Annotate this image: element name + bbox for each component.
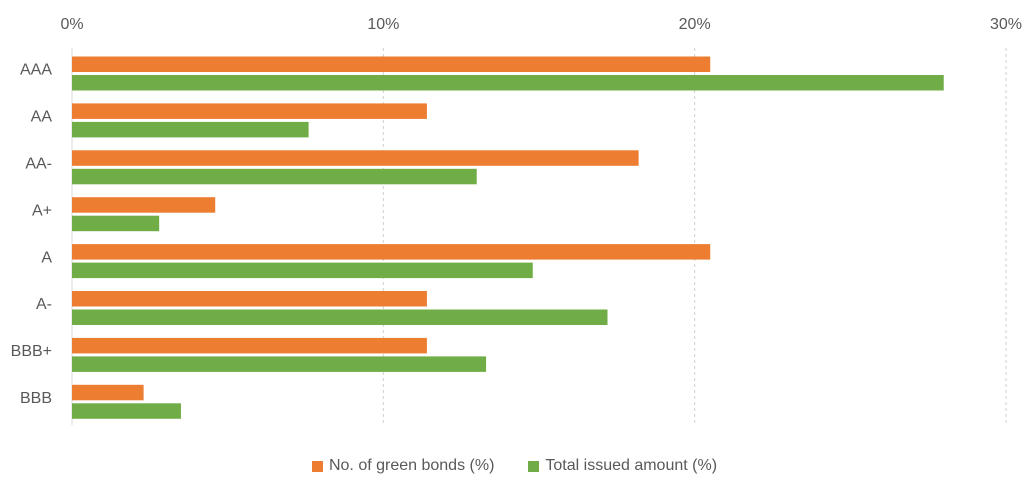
category-label: A-	[36, 296, 52, 313]
category-label: BBB+	[11, 343, 52, 360]
legend-label-issued-amount: Total issued amount (%)	[545, 457, 718, 474]
legend-swatch-issued-amount	[528, 460, 540, 472]
x-tick-label: 20%	[679, 16, 711, 33]
bar-green-bonds	[72, 56, 711, 72]
category-label: A	[41, 249, 52, 266]
legend-label-green-bonds: No. of green bonds (%)	[328, 457, 495, 474]
x-tick-label: 30%	[990, 16, 1022, 33]
bar-issued-amount	[72, 121, 309, 138]
legend-item-green-bonds: No. of green bonds (%)	[311, 457, 495, 475]
category-label: A+	[32, 202, 52, 219]
bar-issued-amount	[72, 215, 160, 232]
category-label: AA	[31, 109, 53, 126]
bar-green-bonds	[72, 103, 427, 119]
x-tick-label: 0%	[60, 16, 83, 33]
bar-issued-amount	[72, 75, 944, 91]
bar-issued-amount	[72, 309, 608, 325]
category-label: AA-	[25, 156, 52, 173]
bar-issued-amount	[72, 168, 477, 185]
category-label: BBB	[20, 390, 52, 407]
bar-green-bonds	[72, 197, 216, 213]
bar-green-bonds	[72, 337, 427, 354]
bar-green-bonds	[72, 150, 639, 166]
bar-issued-amount	[72, 262, 533, 279]
bar-green-bonds	[72, 384, 144, 401]
legend-swatch-green-bonds	[311, 460, 323, 472]
bar-issued-amount	[72, 403, 181, 419]
legend-item-issued-amount: Total issued amount (%)	[528, 457, 717, 475]
bar-green-bonds	[72, 291, 427, 307]
x-tick-label: 10%	[367, 16, 399, 33]
bar-green-bonds	[72, 244, 711, 260]
chart-legend: No. of green bonds (%) Total issued amou…	[0, 457, 1029, 475]
bar-issued-amount	[72, 356, 487, 372]
category-label: AAA	[20, 62, 52, 79]
